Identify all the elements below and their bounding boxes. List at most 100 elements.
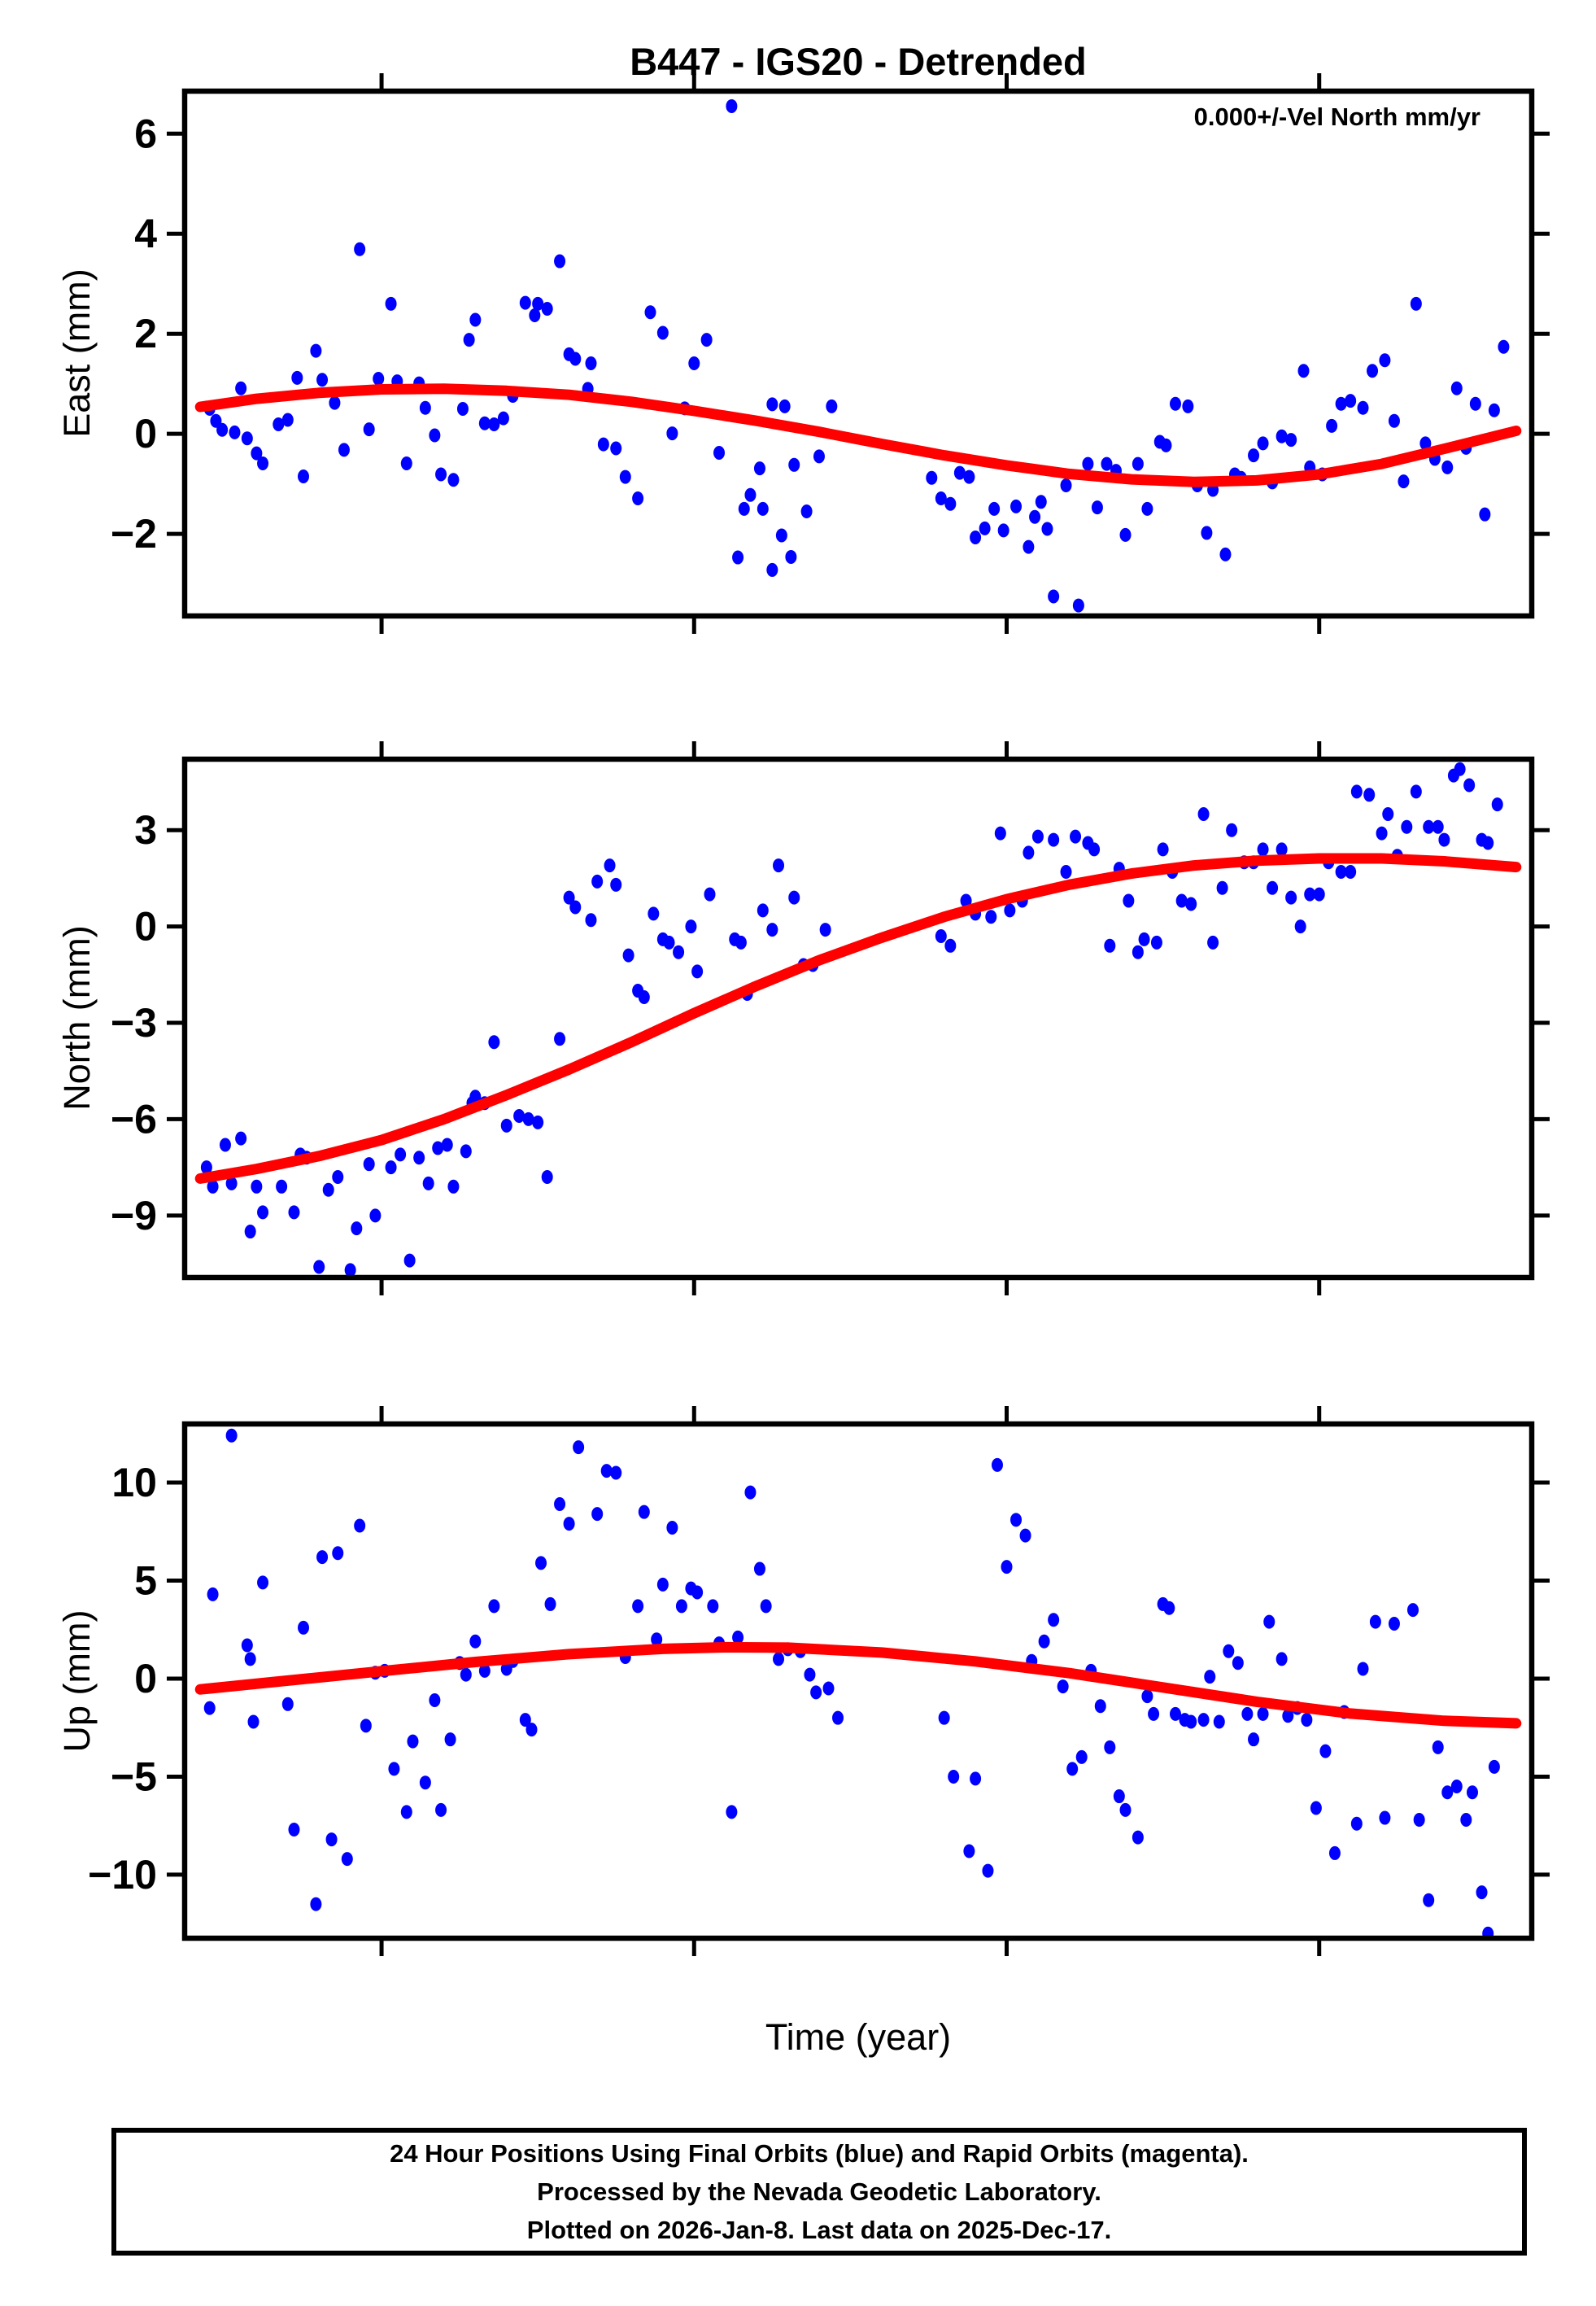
data-point (773, 1652, 785, 1666)
data-point (826, 399, 838, 413)
data-point (1197, 806, 1210, 821)
data-point (638, 1505, 650, 1519)
time-axis-label: Time (year) (765, 2016, 952, 2058)
data-point (970, 530, 982, 544)
data-point (1091, 500, 1103, 515)
caption-box: 24 Hour Positions Using Final Orbits (bl… (111, 2128, 1527, 2256)
data-point (251, 446, 263, 461)
data-point (819, 923, 831, 937)
data-point (1297, 364, 1310, 378)
y-tick-label: 0 (134, 904, 157, 950)
data-point (363, 1157, 375, 1172)
data-point (403, 1253, 416, 1268)
data-point (432, 1141, 444, 1155)
data-point (519, 295, 531, 310)
data-point (1460, 1812, 1472, 1827)
data-point (726, 1805, 738, 1819)
data-point (1335, 396, 1347, 411)
data-point (788, 457, 800, 472)
data-point (1141, 501, 1153, 516)
data-point (1163, 1601, 1175, 1615)
data-point (1094, 1699, 1106, 1714)
data-point (656, 1577, 669, 1592)
data-point (1182, 399, 1194, 413)
data-point (1401, 819, 1413, 834)
data-point (732, 1630, 744, 1644)
data-point (704, 887, 716, 902)
data-point (544, 1596, 556, 1611)
data-point (1031, 829, 1044, 844)
data-point (203, 1701, 216, 1715)
data-point (1088, 842, 1101, 857)
caption-line-orbits: 24 Hour Positions Using Final Orbits (bl… (390, 2139, 1249, 2168)
data-point (388, 1762, 400, 1776)
data-point (257, 456, 269, 470)
data-point (1072, 598, 1084, 613)
data-point (963, 1844, 975, 1858)
data-point (1319, 1744, 1332, 1758)
data-point (554, 1497, 566, 1512)
data-point (619, 469, 631, 484)
data-point (281, 1697, 294, 1711)
data-point (400, 1805, 412, 1819)
data-point (1104, 1740, 1116, 1754)
data-point (1160, 438, 1172, 452)
data-point (241, 1638, 253, 1653)
data-point (522, 1112, 534, 1126)
data-point (1248, 1732, 1260, 1747)
data-point (1423, 819, 1435, 834)
y-tick-label: −2 (111, 511, 157, 557)
data-point (700, 333, 713, 347)
data-point (554, 1032, 566, 1046)
data-point (373, 372, 385, 387)
up-data (194, 1428, 1522, 1938)
east-plot: −2 0 2 4 6 (111, 73, 1550, 634)
data-point (1432, 819, 1444, 834)
data-point (960, 893, 972, 908)
data-point (1207, 935, 1219, 950)
data-point (1282, 1709, 1294, 1723)
data-point (1048, 589, 1060, 604)
data-point (532, 1115, 544, 1129)
data-point (1345, 394, 1357, 408)
data-point (766, 397, 778, 412)
data-point (435, 1802, 447, 1817)
data-point (478, 416, 491, 430)
data-point (610, 441, 622, 456)
data-point (970, 1771, 982, 1786)
data-point (744, 1485, 757, 1500)
data-point (1148, 1706, 1160, 1721)
data-point (1285, 433, 1297, 448)
data-point (385, 1160, 397, 1175)
data-point (1004, 903, 1016, 918)
data-point (1113, 1789, 1125, 1804)
data-point (200, 1160, 212, 1175)
data-point (1294, 919, 1306, 934)
data-point (1175, 893, 1188, 908)
data-point (1406, 1603, 1419, 1618)
data-point (935, 491, 947, 506)
data-point (1119, 1802, 1132, 1817)
data-point (666, 1520, 678, 1535)
data-point (513, 1108, 525, 1123)
data-point (344, 1263, 356, 1277)
data-point (1060, 865, 1072, 880)
data-point (753, 1561, 765, 1576)
y-tick-label: 3 (134, 807, 157, 853)
data-point (688, 356, 700, 370)
data-point (316, 1550, 329, 1565)
data-point (1060, 478, 1072, 493)
y-tick-label: 0 (134, 1656, 157, 1701)
page-title: B447 - IGS20 - Detrended (630, 40, 1087, 83)
data-point (1023, 845, 1035, 860)
y-tick-label: 5 (134, 1558, 157, 1604)
data-point (235, 381, 247, 395)
data-point (1326, 418, 1338, 433)
data-point (219, 1138, 231, 1152)
data-point (1023, 539, 1035, 554)
data-point (691, 1585, 704, 1600)
data-point (632, 1599, 644, 1614)
data-point (1197, 1713, 1210, 1727)
caption-line-processed: Processed by the Nevada Geodetic Laborat… (537, 2177, 1101, 2206)
data-point (316, 373, 329, 387)
